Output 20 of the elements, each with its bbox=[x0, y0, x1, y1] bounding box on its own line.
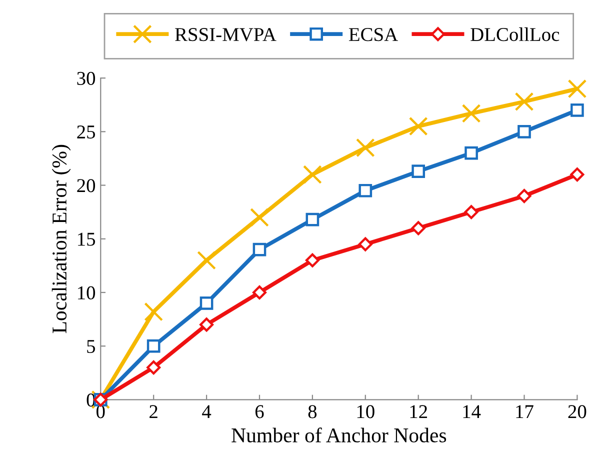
x-tick-label: 8 bbox=[308, 405, 317, 418]
legend-label: DLCollLoc bbox=[470, 27, 560, 42]
x-axis-title: Number of Anchor Nodes bbox=[232, 428, 446, 442]
y-tick-label: 30 bbox=[77, 72, 96, 85]
y-axis-title: Localization Error (%) bbox=[52, 144, 71, 334]
x-tick-label: 14 bbox=[463, 405, 481, 418]
y-tick-label: 25 bbox=[77, 126, 96, 139]
x-tick-label: 6 bbox=[255, 405, 264, 418]
y-tick-label: 10 bbox=[78, 286, 96, 300]
x-tick-label: 20 bbox=[568, 405, 586, 418]
x-tick-label: 17 bbox=[516, 405, 534, 418]
y-tick-label: 20 bbox=[77, 179, 96, 192]
x-tick-label: 2 bbox=[150, 405, 158, 418]
x-tick-label: 10 bbox=[357, 405, 374, 418]
x-tick-label: 12 bbox=[410, 405, 427, 418]
legend-label: RSSI-MVPA bbox=[175, 28, 276, 42]
legend-label: ECSA bbox=[348, 28, 398, 42]
y-tick-label: 5 bbox=[87, 340, 96, 354]
x-tick-label: 4 bbox=[202, 405, 212, 418]
y-tick-label: 15 bbox=[78, 232, 96, 246]
